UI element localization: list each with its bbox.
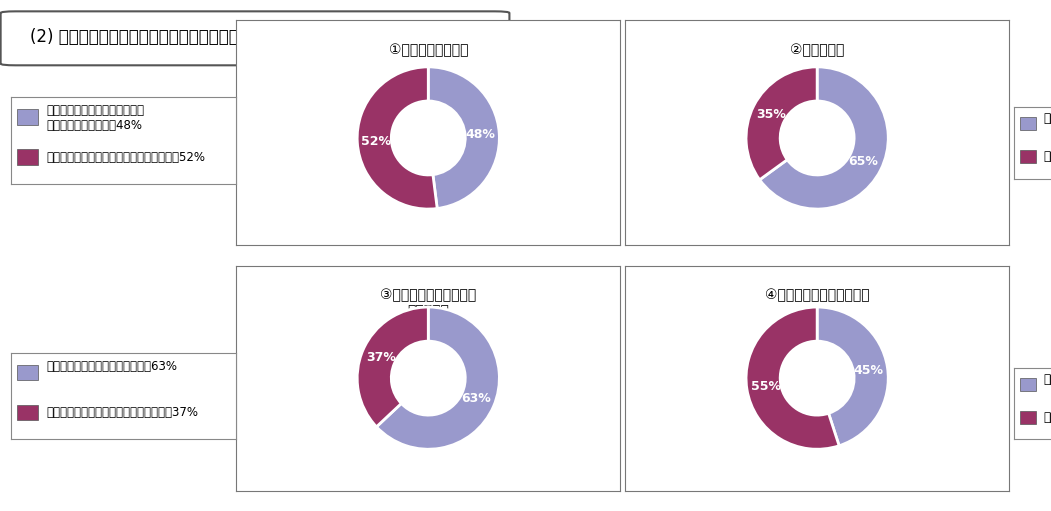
Bar bbox=[1019, 118, 1036, 130]
Text: 高いレベルの仕事にチャレンジ: 高いレベルの仕事にチャレンジ bbox=[46, 104, 145, 118]
Text: こまめに声掛けしてくれる・・・63%: こまめに声掛けしてくれる・・・63% bbox=[46, 360, 178, 373]
FancyBboxPatch shape bbox=[1, 11, 510, 65]
Text: ④フィードバックのされ方: ④フィードバックのされ方 bbox=[765, 288, 869, 302]
Text: 45%: 45% bbox=[853, 363, 884, 377]
Wedge shape bbox=[376, 307, 499, 449]
Wedge shape bbox=[760, 67, 888, 209]
Text: 細かい指導をしてくれる・・65%: 細かい指導をしてくれる・・65% bbox=[1044, 112, 1051, 125]
Text: レベルに応じて仕事を与えてくれる・・・52%: レベルに応じて仕事を与えてくれる・・・52% bbox=[46, 151, 206, 164]
Text: 37%: 37% bbox=[366, 351, 395, 364]
Text: ①仕事の与えられ方: ①仕事の与えられ方 bbox=[389, 43, 468, 57]
Wedge shape bbox=[357, 67, 437, 209]
Text: 63%: 63% bbox=[461, 392, 491, 405]
Wedge shape bbox=[746, 307, 839, 449]
Text: 65%: 65% bbox=[848, 155, 879, 168]
Wedge shape bbox=[817, 307, 888, 446]
Bar bbox=[17, 405, 38, 421]
Text: ③コミュニケーションの
アプローチ: ③コミュニケーションの アプローチ bbox=[380, 288, 476, 318]
Text: 35%: 35% bbox=[756, 108, 786, 121]
Wedge shape bbox=[357, 307, 429, 427]
Text: 任せてくれる・・・35%: 任せてくれる・・・35% bbox=[1044, 150, 1051, 163]
Wedge shape bbox=[746, 67, 818, 180]
Bar bbox=[17, 365, 38, 380]
Text: 52%: 52% bbox=[362, 135, 391, 148]
Text: 厳しくフィードバックしてくれる・・・55%: 厳しくフィードバックしてくれる・・・55% bbox=[1044, 411, 1051, 424]
Text: ②指導の仕方: ②指導の仕方 bbox=[790, 43, 844, 57]
Bar bbox=[1019, 150, 1036, 163]
Text: 55%: 55% bbox=[750, 380, 781, 393]
Bar bbox=[17, 109, 38, 125]
Bar bbox=[1019, 378, 1036, 391]
Bar bbox=[1019, 411, 1036, 424]
Text: (2) ゆとり世代が現場の上司・先輩から望む指導スタイル: (2) ゆとり世代が現場の上司・先輩から望む指導スタイル bbox=[30, 28, 300, 46]
Text: させてくれる・・・48%: させてくれる・・・48% bbox=[46, 119, 143, 132]
Wedge shape bbox=[428, 67, 499, 208]
Bar bbox=[17, 149, 38, 165]
Text: よく褒めてくれる・・45%: よく褒めてくれる・・45% bbox=[1044, 373, 1051, 386]
Text: 話しかけたときに対応してくれる・・・37%: 話しかけたときに対応してくれる・・・37% bbox=[46, 406, 199, 419]
Text: 48%: 48% bbox=[466, 128, 495, 141]
